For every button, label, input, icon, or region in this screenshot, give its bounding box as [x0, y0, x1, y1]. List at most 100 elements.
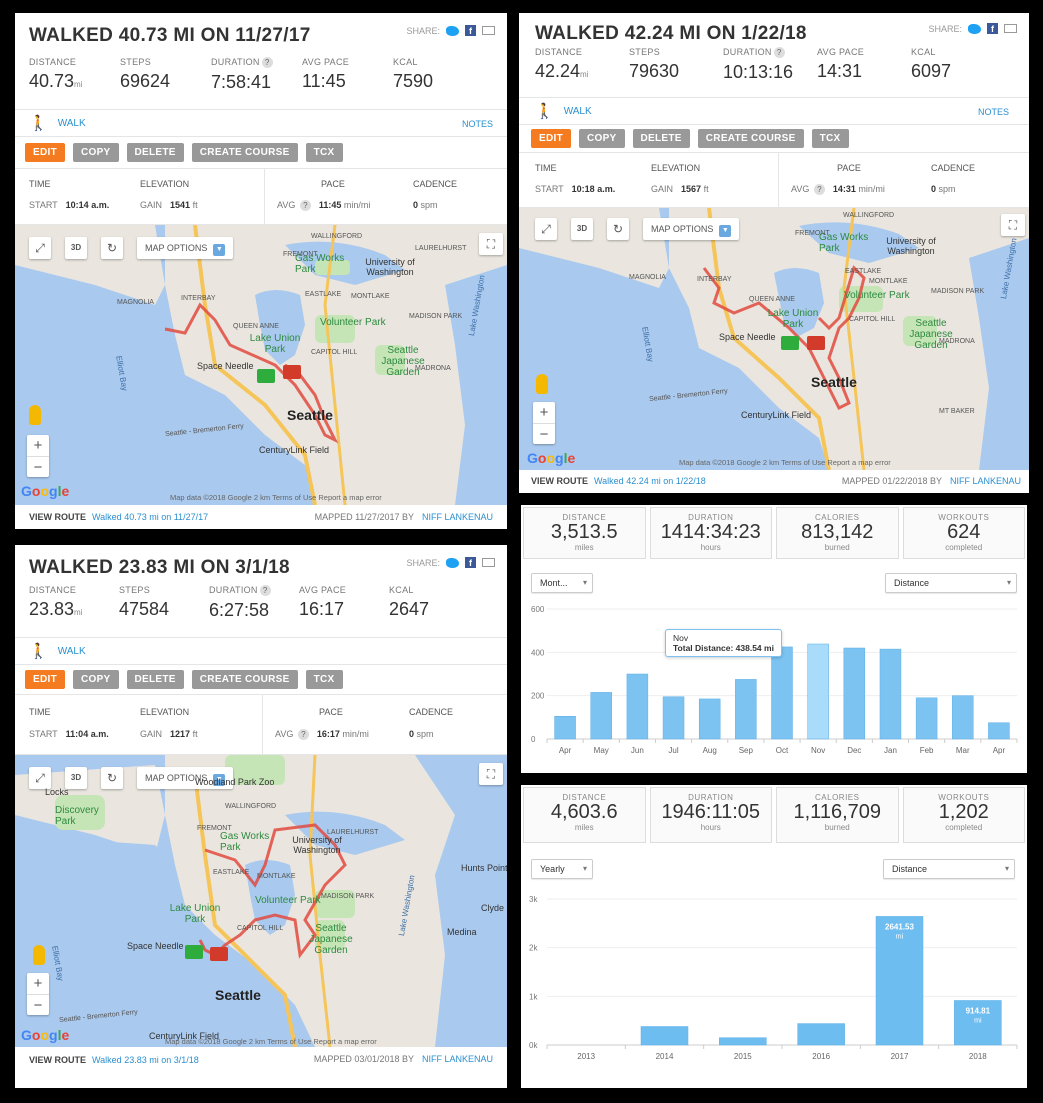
- notes-link[interactable]: NOTES: [977, 107, 1009, 117]
- rotate-icon[interactable]: ↻: [607, 218, 629, 240]
- help-icon[interactable]: ?: [813, 184, 825, 195]
- map-label-mt-baker: MT BAKER: [939, 408, 975, 415]
- mapped-by-link[interactable]: NIFF LANKENAU: [421, 1054, 493, 1064]
- edit-button[interactable]: EDIT: [25, 143, 65, 162]
- route-start-marker[interactable]: [257, 369, 275, 383]
- twitter-icon[interactable]: [446, 557, 459, 568]
- 3d-view-icon[interactable]: 3D: [65, 767, 87, 789]
- 3d-view-icon[interactable]: 3D: [65, 237, 87, 259]
- twitter-icon[interactable]: [446, 25, 459, 36]
- route-start-marker[interactable]: [781, 336, 799, 350]
- view-route-link[interactable]: Walked 40.73 mi on 11/27/17: [92, 512, 209, 522]
- route-map[interactable]: ⤢ 3D ↻ MAP OPTIONS ▼ ⛶ + − Seattle Space …: [15, 755, 507, 1047]
- activity-type-link[interactable]: WALK: [57, 117, 86, 129]
- tcx-button[interactable]: TCX: [305, 143, 343, 162]
- activity-type-link[interactable]: WALK: [563, 105, 592, 117]
- period-select[interactable]: Yearly: [531, 859, 593, 879]
- x-tick-label: 2017: [891, 1052, 909, 1061]
- summary-duration: DURATION 1946:11:05 hours: [649, 787, 772, 843]
- tcx-button[interactable]: TCX: [811, 129, 849, 148]
- create-course-button[interactable]: CREATE COURSE: [697, 129, 804, 148]
- fullscreen-icon[interactable]: ⤢: [29, 767, 51, 789]
- cadence-unit: spm: [420, 200, 438, 210]
- zoom-in-button[interactable]: +: [33, 437, 43, 454]
- 3d-view-icon[interactable]: 3D: [571, 218, 593, 240]
- zoom-out-button[interactable]: −: [27, 456, 49, 477]
- twitter-icon[interactable]: [968, 23, 981, 34]
- copy-button[interactable]: COPY: [72, 143, 119, 162]
- map-options-dropdown[interactable]: MAP OPTIONS ▼: [137, 767, 234, 789]
- edit-button[interactable]: EDIT: [531, 129, 571, 148]
- data-label: 914.81: [966, 1006, 991, 1015]
- mail-icon[interactable]: [482, 26, 495, 35]
- x-tick-label: Jun: [631, 746, 644, 755]
- map-label-woodland-park-zoo: Woodland Park Zoo: [195, 777, 275, 787]
- route-end-marker[interactable]: [807, 336, 825, 350]
- map-options-dropdown[interactable]: MAP OPTIONS ▼: [643, 218, 740, 240]
- share-bar: SHARE: f: [406, 25, 495, 36]
- summary-unit: burned: [824, 823, 850, 832]
- route-end-marker[interactable]: [283, 365, 301, 379]
- delete-button[interactable]: DELETE: [126, 143, 184, 162]
- route-end-marker[interactable]: [210, 947, 228, 961]
- share-label: SHARE:: [928, 23, 962, 34]
- mapped-by-link[interactable]: NIFF LANKENAU: [421, 512, 493, 522]
- map-options-dropdown[interactable]: MAP OPTIONS ▼: [137, 237, 234, 259]
- facebook-icon[interactable]: f: [987, 23, 998, 34]
- expand-icon[interactable]: ⛶: [479, 233, 503, 255]
- help-icon[interactable]: ?: [259, 585, 271, 596]
- gain-unit: ft: [703, 184, 709, 194]
- edit-button[interactable]: EDIT: [25, 670, 65, 689]
- activity-type-link[interactable]: WALK: [57, 645, 86, 657]
- help-icon[interactable]: ?: [773, 47, 785, 58]
- pegman-icon[interactable]: [536, 374, 548, 394]
- summary-label: DISTANCE: [562, 513, 607, 522]
- zoom-out-button[interactable]: −: [27, 994, 49, 1015]
- share-label: SHARE:: [406, 25, 440, 36]
- delete-button[interactable]: DELETE: [632, 129, 690, 148]
- help-icon[interactable]: ?: [297, 729, 309, 740]
- view-route-link[interactable]: Walked 42.24 mi on 1/22/18: [594, 476, 706, 486]
- metric-select[interactable]: Distance: [883, 859, 1015, 879]
- facebook-icon[interactable]: f: [465, 25, 476, 36]
- mapped-by-link[interactable]: NIFF LANKENAU: [949, 476, 1021, 486]
- route-map[interactable]: ⤢ 3D ↻ MAP OPTIONS ▼ ⛶ + − Seattle Space …: [15, 225, 507, 505]
- copy-button[interactable]: COPY: [72, 670, 119, 689]
- fullscreen-icon[interactable]: ⤢: [29, 237, 51, 259]
- pegman-icon[interactable]: [33, 945, 45, 965]
- rotate-icon[interactable]: ↻: [101, 767, 123, 789]
- summary-unit: hours: [700, 543, 721, 552]
- tcx-button[interactable]: TCX: [305, 670, 343, 689]
- zoom-in-button[interactable]: +: [33, 975, 43, 992]
- pegman-icon[interactable]: [29, 405, 41, 425]
- notes-link[interactable]: NOTES: [461, 119, 493, 129]
- map-label-magnolia: MAGNOLIA: [629, 274, 666, 281]
- x-tick-label: Dec: [847, 746, 861, 755]
- bar: [915, 697, 938, 740]
- zoom-in-button[interactable]: +: [539, 404, 549, 421]
- mail-icon[interactable]: [482, 558, 495, 567]
- expand-icon[interactable]: ⛶: [1001, 214, 1025, 236]
- route-start-marker[interactable]: [185, 945, 203, 959]
- copy-button[interactable]: COPY: [578, 129, 625, 148]
- help-icon[interactable]: ?: [299, 200, 311, 211]
- mail-icon[interactable]: [1004, 24, 1017, 33]
- facebook-icon[interactable]: f: [465, 557, 476, 568]
- expand-icon[interactable]: ⛶: [479, 763, 503, 785]
- rotate-icon[interactable]: ↻: [101, 237, 123, 259]
- delete-button[interactable]: DELETE: [126, 670, 184, 689]
- view-route-link[interactable]: Walked 23.83 mi on 3/1/18: [92, 1054, 199, 1065]
- help-icon[interactable]: ?: [261, 57, 273, 68]
- period-select[interactable]: Mont...: [531, 573, 593, 593]
- distance-value: 42.24: [535, 61, 581, 81]
- bar: [875, 916, 924, 1046]
- create-course-button[interactable]: CREATE COURSE: [191, 670, 298, 689]
- route-map[interactable]: ⤢ 3D ↻ MAP OPTIONS ▼ ⛶ + − Seattle Space …: [519, 208, 1029, 470]
- stat-label: DURATION: [723, 47, 772, 57]
- metric-select[interactable]: Distance: [885, 573, 1017, 593]
- create-course-button[interactable]: CREATE COURSE: [191, 143, 298, 162]
- map-label-volunteer-park: Volunteer Park: [255, 895, 321, 906]
- zoom-out-button[interactable]: −: [533, 423, 555, 444]
- fullscreen-icon[interactable]: ⤢: [535, 218, 557, 240]
- gain-unit: ft: [192, 200, 198, 210]
